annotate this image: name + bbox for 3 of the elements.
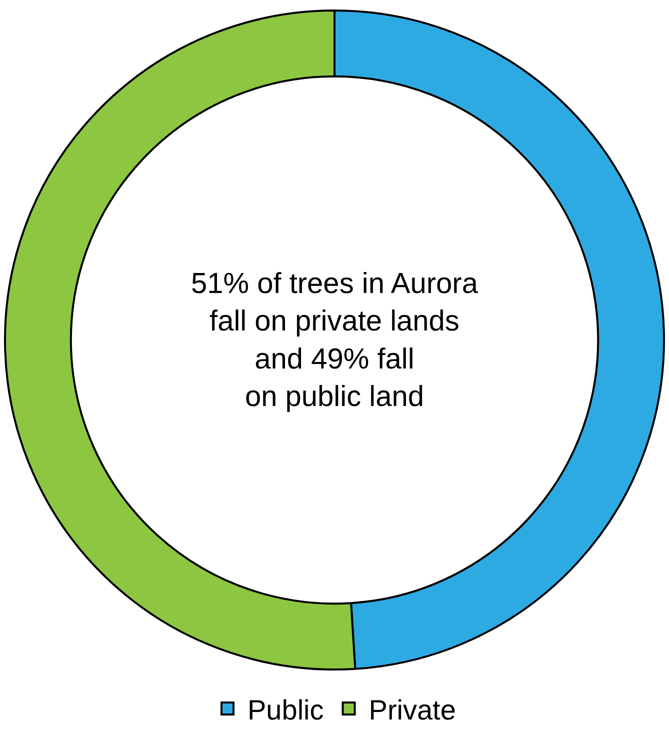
legend-label: Private [368, 694, 456, 726]
text: 51% of trees in Aurora fall on private lands and 49% fall on public land [191, 268, 479, 414]
legend-label: Public [248, 694, 324, 726]
